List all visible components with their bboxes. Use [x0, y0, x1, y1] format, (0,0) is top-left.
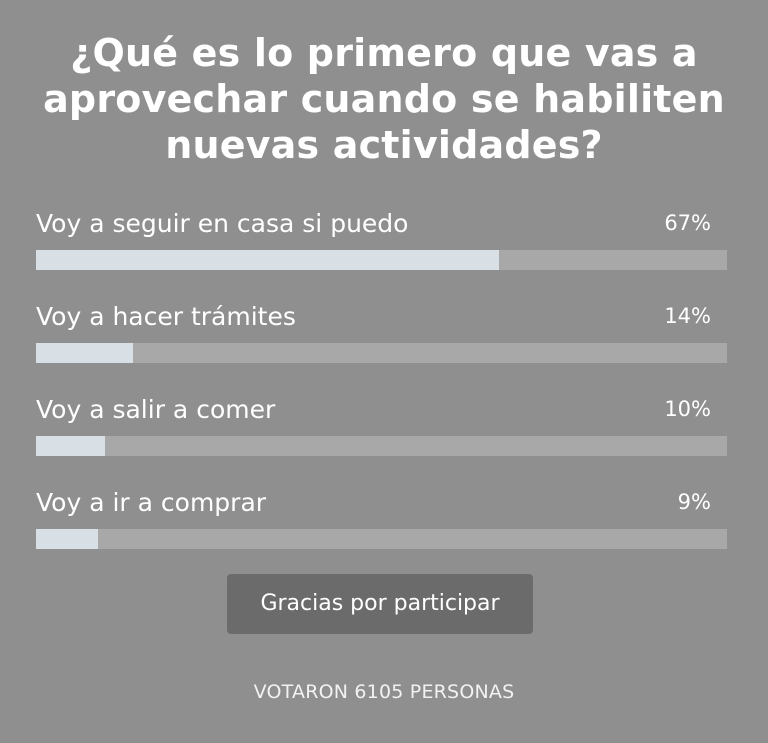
option-percent: 9% [677, 490, 711, 514]
result-bar-track [36, 250, 727, 270]
thanks-button[interactable]: Gracias por participar [227, 574, 533, 634]
result-bar-track [36, 436, 727, 456]
vote-count: VOTARON 6105 PERSONAS [253, 681, 515, 703]
option-percent: 10% [664, 397, 711, 421]
option-percent: 67% [664, 211, 711, 235]
option-label: Voy a salir a comer [36, 395, 276, 424]
poll-option: Voy a hacer trámites 14% [36, 297, 727, 390]
poll-option: Voy a ir a comprar 9% [36, 483, 727, 576]
option-percent: 14% [664, 304, 711, 328]
result-bar-track [36, 343, 727, 363]
result-bar-fill [36, 343, 133, 363]
option-label: Voy a ir a comprar [36, 488, 267, 517]
poll-question: ¿Qué es lo primero que vas a aprovechar … [43, 31, 725, 167]
option-label: Voy a hacer trámites [36, 302, 296, 331]
result-bar-fill [36, 436, 106, 456]
result-bar-fill [36, 250, 499, 270]
result-bar-track [36, 529, 727, 549]
poll-option: Voy a seguir en casa si puedo 67% [36, 204, 727, 297]
result-bar-fill [36, 529, 99, 549]
poll-options: Voy a seguir en casa si puedo 67% Voy a … [36, 204, 727, 576]
poll-option: Voy a salir a comer 10% [36, 390, 727, 483]
option-label: Voy a seguir en casa si puedo [36, 209, 409, 238]
